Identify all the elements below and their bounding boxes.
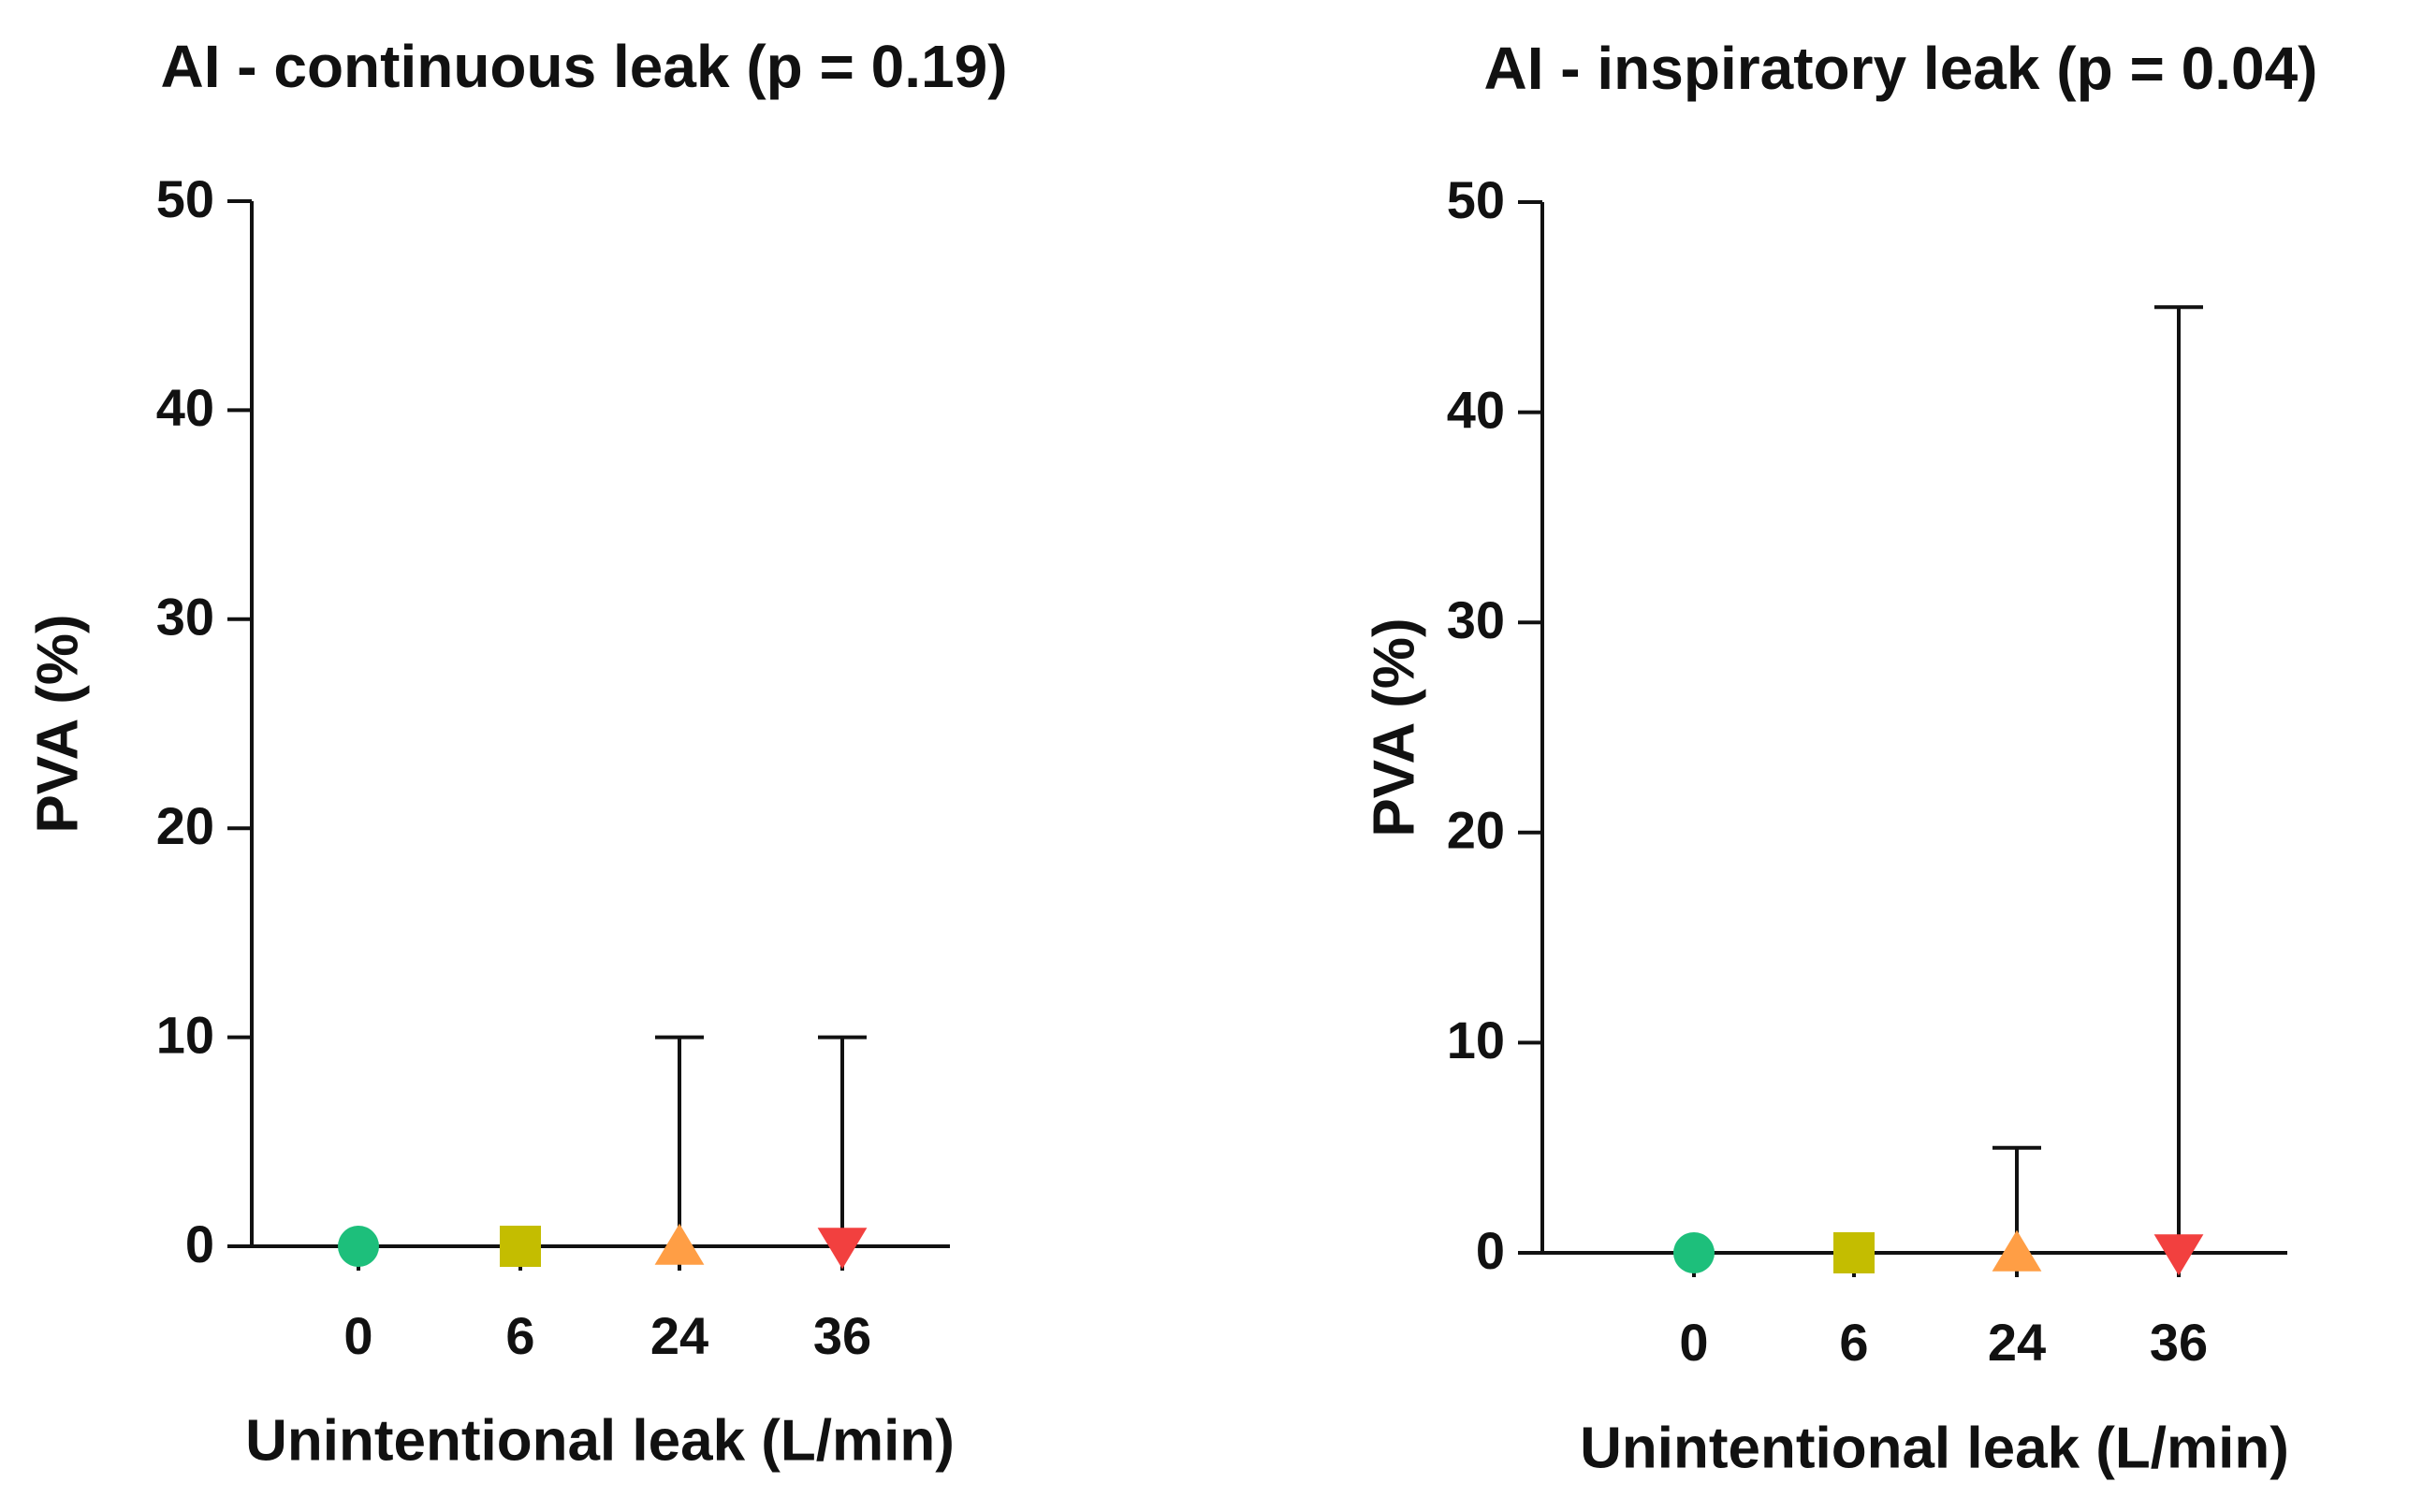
marker (1833, 1232, 1875, 1273)
x-tick-label: 24 (650, 1306, 708, 1365)
y-tick-label: 50 (1447, 170, 1505, 229)
y-tick-label: 30 (156, 588, 214, 647)
y-tick-label: 10 (1447, 1010, 1505, 1069)
marker (817, 1228, 868, 1270)
y-tick-label: 50 (156, 169, 214, 228)
y-tick-label: 30 (1447, 590, 1505, 649)
x-tick-label: 24 (1988, 1313, 2046, 1372)
x-tick-label: 36 (813, 1306, 871, 1365)
y-tick-label: 40 (1447, 380, 1505, 439)
marker (654, 1223, 705, 1265)
chart-title: AI - continuous leak (p = 0.19) (160, 33, 1007, 100)
x-tick-label: 0 (1679, 1313, 1708, 1372)
marker (2153, 1234, 2204, 1276)
x-tick-label: 6 (1839, 1313, 1868, 1372)
x-tick-label: 6 (505, 1306, 534, 1365)
y-tick-label: 0 (185, 1214, 214, 1273)
y-tick-label: 0 (1476, 1221, 1505, 1280)
marker (338, 1226, 379, 1267)
y-axis-label: PVA (%) (25, 614, 90, 833)
x-tick-label: 36 (2150, 1313, 2208, 1372)
marker (500, 1226, 541, 1267)
x-tick-label: 0 (343, 1306, 372, 1365)
marker (1992, 1229, 2042, 1272)
marker (1673, 1232, 1715, 1273)
y-tick-label: 10 (156, 1005, 214, 1064)
y-tick-label: 20 (156, 796, 214, 855)
y-axis-label: PVA (%) (1362, 618, 1426, 836)
y-tick-label: 20 (1447, 801, 1505, 860)
x-axis-label: Unintentional leak (L/min) (1580, 1416, 2289, 1480)
chart-title: AI - inspiratory leak (p = 0.04) (1484, 35, 2318, 102)
y-tick-label: 40 (156, 378, 214, 437)
x-axis-label: Unintentional leak (L/min) (245, 1408, 955, 1473)
